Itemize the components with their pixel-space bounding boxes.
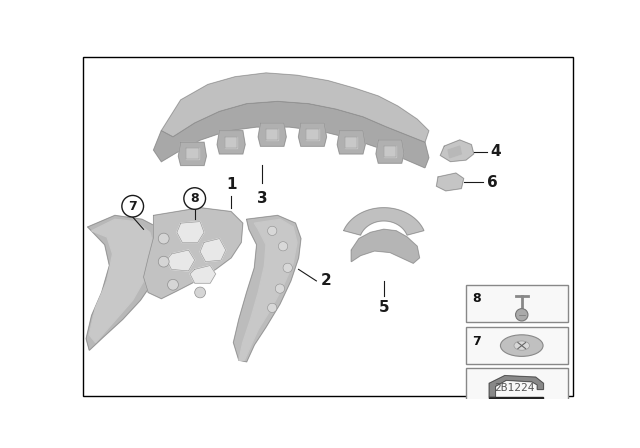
Text: 7: 7	[472, 335, 481, 348]
Polygon shape	[344, 208, 424, 235]
Text: 8: 8	[472, 293, 481, 306]
Ellipse shape	[514, 341, 529, 350]
Circle shape	[158, 256, 169, 267]
Polygon shape	[307, 129, 319, 140]
Polygon shape	[234, 215, 301, 362]
Polygon shape	[86, 215, 169, 350]
Polygon shape	[436, 173, 463, 191]
Polygon shape	[337, 131, 365, 154]
Circle shape	[283, 263, 292, 272]
Text: 6: 6	[487, 175, 498, 190]
Text: 7: 7	[129, 200, 137, 213]
Polygon shape	[90, 220, 156, 343]
Circle shape	[168, 280, 179, 290]
Polygon shape	[225, 137, 237, 148]
Circle shape	[158, 233, 169, 244]
Circle shape	[195, 287, 205, 298]
Polygon shape	[217, 131, 245, 154]
Polygon shape	[298, 123, 326, 146]
Circle shape	[275, 284, 285, 293]
Polygon shape	[154, 102, 429, 168]
Text: 4: 4	[491, 144, 501, 159]
Polygon shape	[345, 137, 358, 148]
Polygon shape	[440, 140, 474, 162]
Polygon shape	[376, 140, 404, 163]
Polygon shape	[190, 266, 216, 283]
Text: 3: 3	[257, 191, 268, 206]
Bar	[466, 368, 568, 405]
Polygon shape	[143, 208, 243, 299]
Text: 8: 8	[190, 192, 199, 205]
Polygon shape	[167, 250, 195, 271]
Circle shape	[268, 226, 277, 236]
Polygon shape	[177, 222, 204, 242]
Circle shape	[278, 241, 288, 251]
Polygon shape	[489, 397, 543, 402]
Polygon shape	[200, 238, 226, 262]
Polygon shape	[489, 375, 543, 397]
Polygon shape	[161, 73, 429, 142]
Text: 5: 5	[378, 300, 389, 315]
Polygon shape	[266, 129, 278, 140]
Polygon shape	[384, 146, 396, 157]
Circle shape	[184, 188, 205, 209]
Polygon shape	[239, 220, 297, 360]
Polygon shape	[186, 148, 198, 159]
Ellipse shape	[500, 335, 543, 356]
Polygon shape	[448, 146, 461, 158]
Text: 2B1224: 2B1224	[493, 383, 534, 392]
Circle shape	[516, 309, 528, 321]
Polygon shape	[259, 123, 286, 146]
Bar	[466, 327, 568, 364]
Text: 2: 2	[320, 273, 331, 289]
Circle shape	[268, 303, 277, 313]
Text: 1: 1	[226, 177, 236, 192]
Bar	[466, 285, 568, 322]
Polygon shape	[351, 229, 419, 263]
Polygon shape	[179, 142, 206, 165]
Circle shape	[122, 195, 143, 217]
